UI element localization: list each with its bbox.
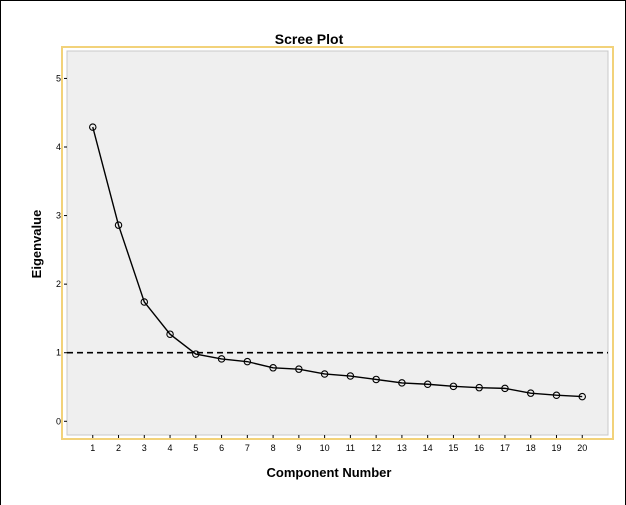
y-tick-label: 3 [56,211,61,221]
x-tick-label: 4 [168,443,173,453]
y-tick-label: 4 [56,142,61,152]
data-point-marker [346,372,355,380]
data-point-marker [423,380,432,389]
y-axis-title: Eigenvalue [29,210,44,279]
x-axis-ticks: 1 2 3 4 5 6 7 8 9 10 11 12 13 14 15 16 17 18 19 20 [90,435,587,453]
data-point-marker [501,384,509,393]
eigenvalue-line [92,126,583,398]
data-point-marker [192,350,200,358]
data-point-marker [269,364,277,372]
x-tick-label: 5 [193,443,198,453]
x-tick-label: 17 [500,443,510,453]
x-tick-label: 12 [371,443,381,453]
data-point-marker [475,383,483,392]
series-layer [92,126,583,398]
x-axis-title: Component Number [267,465,392,480]
data-point-marker [320,370,329,378]
x-tick-label: 7 [245,443,250,453]
x-tick-label: 13 [397,443,407,453]
x-tick-label: 14 [423,443,433,453]
x-tick-label: 15 [448,443,458,453]
y-tick-label: 2 [56,279,61,289]
x-tick-label: 20 [577,443,587,453]
data-point-marker [552,391,561,399]
data-point-marker [398,379,406,387]
x-tick-label: 19 [551,443,561,453]
x-tick-label: 16 [474,443,484,453]
plot-area [66,50,609,436]
x-tick-label: 1 [90,443,95,453]
data-point-marker [526,389,535,397]
x-tick-label: 18 [526,443,536,453]
x-tick-label: 8 [271,443,276,453]
y-tick-label: 1 [56,348,61,358]
data-point-marker [114,221,123,229]
x-tick-label: 11 [346,443,355,453]
y-tick-label: 0 [56,416,61,426]
x-tick-label: 9 [296,443,301,453]
data-point-marker [89,123,97,131]
data-point-marker [166,330,174,338]
data-point-marker [217,355,226,363]
data-point-marker [295,365,303,373]
data-point-marker [140,298,149,306]
data-point-marker [578,392,586,401]
y-tick-label: 5 [56,73,61,83]
data-point-marker [243,357,252,366]
marker-layer [89,123,586,401]
x-tick-label: 3 [142,443,147,453]
y-axis-ticks: 0 1 2 3 4 5 [56,73,67,426]
chart-title: Scree Plot [275,31,344,47]
x-tick-label: 6 [219,443,224,453]
data-point-marker [449,382,458,391]
data-point-marker [372,375,380,384]
x-tick-label: 2 [116,443,121,453]
x-tick-label: 10 [320,443,330,453]
